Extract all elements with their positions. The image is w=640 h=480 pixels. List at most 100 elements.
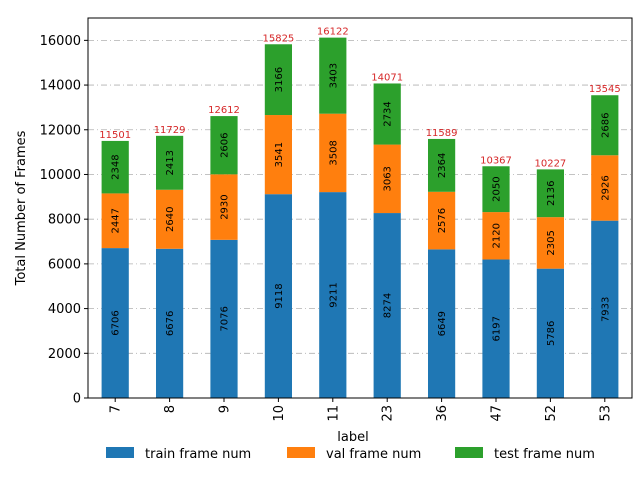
legend-swatch [106, 447, 134, 458]
bar-segment [428, 249, 456, 398]
bar-segment [591, 220, 619, 398]
x-tick-label: 9 [218, 405, 233, 413]
total-labels: 11501 11729 12612 15825 16122 14071 11589 10367… [99, 27, 620, 170]
segment-value-label: 3063 [383, 166, 394, 191]
bar-segment [210, 174, 238, 240]
segment-value-label: 2050 [492, 176, 503, 201]
bar-segment [319, 37, 347, 114]
x-tick-label: 36 [435, 405, 450, 422]
segment-value-label: 2447 [111, 208, 122, 233]
segment-value-label: 2926 [600, 175, 611, 200]
legend-item: test frame num [455, 447, 595, 462]
segment-value-label: 2348 [111, 154, 122, 179]
y-tick-label: 0 [73, 392, 81, 407]
bar-segment [428, 138, 456, 192]
segment-value-label: 6197 [492, 316, 503, 341]
legend-label: train frame num [145, 447, 251, 462]
x-tick-label: 53 [598, 405, 613, 422]
segment-value-label: 2734 [383, 101, 394, 126]
legend-label: val frame num [326, 447, 421, 462]
y-tick-label: 10000 [40, 168, 81, 183]
segment-value-label: 6706 [111, 310, 122, 335]
segment-value-label: 2305 [546, 230, 557, 255]
total-value-label: 11589 [426, 128, 458, 139]
total-value-label: 11501 [99, 130, 131, 141]
segment-value-label: 2686 [600, 113, 611, 138]
y-tick-label: 14000 [40, 79, 81, 94]
bar-segment [101, 248, 129, 398]
y-tick-label: 4000 [48, 302, 81, 317]
bar-segment [373, 83, 401, 145]
y-tick-label: 6000 [48, 257, 81, 272]
bar-segment [319, 192, 347, 398]
segment-value-label: 5786 [546, 321, 557, 346]
bar-segment [373, 213, 401, 398]
y-tick-label: 8000 [48, 213, 81, 228]
bar-segment [482, 166, 510, 213]
segment-value-label: 9118 [274, 283, 285, 308]
x-axis-title: label [337, 430, 368, 445]
bar-segment [373, 144, 401, 214]
segment-value-label: 2640 [165, 207, 176, 232]
segment-value-label: 3166 [274, 67, 285, 92]
x-tick-label: 47 [490, 405, 505, 422]
total-value-label: 10367 [480, 155, 512, 166]
total-value-label: 16122 [317, 27, 349, 38]
legend-item: val frame num [287, 447, 421, 462]
segment-value-label: 8274 [383, 293, 394, 318]
bar-segment [101, 193, 129, 249]
bar-segment [264, 115, 292, 195]
bar-segment [428, 191, 456, 250]
bar-segment [536, 169, 564, 218]
plot-area-frame [87, 17, 633, 399]
segment-value-label: 2576 [437, 208, 448, 233]
segment-value-label: 9211 [328, 282, 339, 307]
x-tick-label: 23 [381, 405, 396, 422]
segment-value-label: 2120 [492, 223, 503, 248]
y-tick-label: 16000 [40, 34, 81, 49]
segment-value-label: 2606 [220, 132, 231, 157]
legend-item: train frame num [106, 447, 251, 462]
y-axis-title: Total Number of Frames [14, 130, 29, 286]
bar-segment [210, 116, 238, 175]
bar-segment [482, 212, 510, 260]
y-tick-label: 2000 [48, 347, 81, 362]
bar-segment [264, 194, 292, 398]
segment-value-label: 3508 [328, 140, 339, 165]
x-tick-label: 10 [272, 405, 287, 422]
segment-value-label: 2364 [437, 153, 448, 178]
total-value-label: 14071 [371, 72, 403, 83]
segment-value-label: 2136 [546, 181, 557, 206]
segment-value-label: 7076 [220, 306, 231, 331]
bar-segment [591, 155, 619, 221]
legend: train frame num val frame num test frame n… [106, 447, 595, 462]
bar-segment [482, 259, 510, 398]
legend-swatch [455, 447, 483, 458]
segment-value-label: 7933 [600, 297, 611, 322]
bar-segment [156, 248, 184, 398]
bar-segment [319, 113, 347, 193]
x-tick-label: 8 [163, 405, 178, 413]
x-tick-label: 7 [109, 405, 124, 413]
y-axis: 0 2000 4000 6000 8000 10000 12000 14000 16000 [40, 34, 88, 407]
bar-segment [264, 44, 292, 116]
y-tick-label: 12000 [40, 123, 81, 138]
segment-value-label: 3541 [274, 142, 285, 167]
bar-segment [156, 189, 184, 249]
segment-value-label: 3403 [328, 63, 339, 88]
bar-segment [101, 140, 129, 194]
x-tick-label: 11 [326, 405, 341, 422]
total-value-label: 15825 [262, 33, 294, 44]
bar-segment [536, 268, 564, 398]
segment-value-label: 6649 [437, 311, 448, 336]
total-value-label: 13545 [589, 84, 621, 95]
segment-value-label: 2930 [220, 194, 231, 219]
segment-labels: 6706 2447 2348 6676 2640 2413 7076 2930 2606 9118… [111, 63, 612, 346]
total-value-label: 12612 [208, 105, 240, 116]
bar-segment [156, 135, 184, 190]
x-axis: 7 8 9 10 11 23 36 47 52 53 [109, 398, 613, 422]
x-tick-label: 52 [544, 405, 559, 422]
segment-value-label: 2413 [165, 150, 176, 175]
legend-swatch [287, 447, 315, 458]
